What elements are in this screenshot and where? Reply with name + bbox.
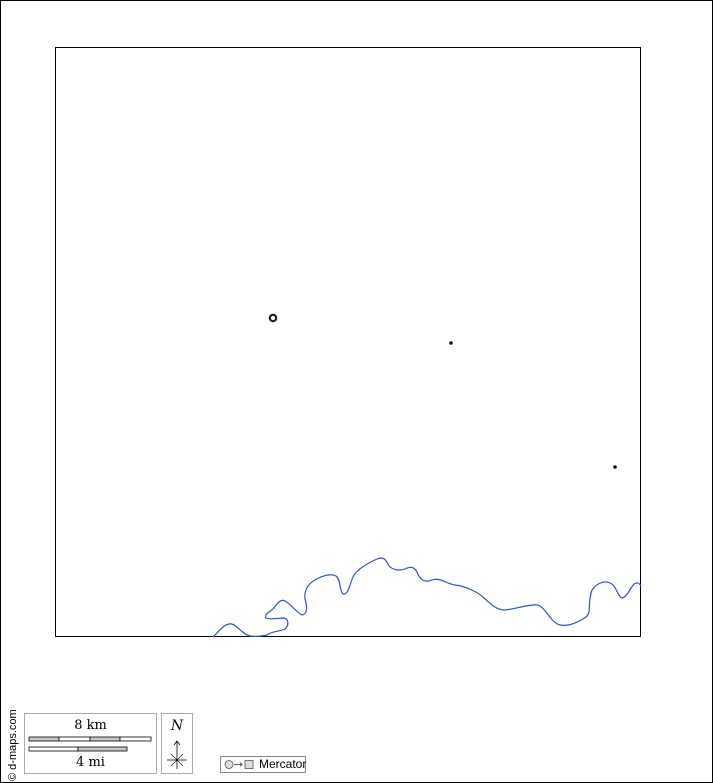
- projection-label: Mercator: [220, 756, 306, 773]
- credit-text: © d-maps.com: [7, 709, 19, 781]
- north-arrow: N: [161, 713, 193, 774]
- river: [212, 557, 642, 638]
- circle-to-square-icon: [224, 760, 254, 769]
- north-label: N: [170, 718, 184, 734]
- projection-name: Mercator: [259, 757, 307, 771]
- scale-bar: 8 km 4 mi: [24, 713, 157, 774]
- map-area[interactable]: [55, 47, 641, 637]
- capital-marker[interactable]: [268, 313, 278, 323]
- scale-bars: [28, 736, 152, 752]
- town-marker[interactable]: [613, 465, 617, 469]
- scale-km-label: 8 km: [74, 718, 107, 733]
- scale-mi-label: 4 mi: [76, 755, 105, 770]
- town-marker[interactable]: [449, 341, 453, 345]
- compass-icon: [167, 740, 187, 769]
